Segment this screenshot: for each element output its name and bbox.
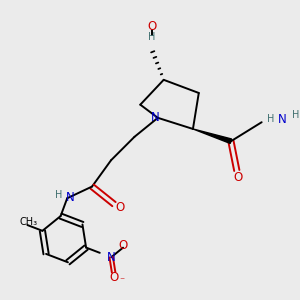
Text: ⁻: ⁻ [119,276,124,286]
Text: O: O [118,239,128,252]
Text: N: N [278,113,287,126]
Polygon shape [193,129,232,143]
Text: N: N [107,251,116,264]
Text: H: H [267,114,274,124]
Text: N: N [151,111,160,124]
Text: H: H [292,110,300,120]
Text: O: O [116,200,125,214]
Text: N: N [66,191,74,204]
Text: H: H [148,32,156,42]
Text: O: O [234,171,243,184]
Text: O: O [110,271,119,284]
Text: O: O [147,20,157,33]
Text: CH₃: CH₃ [19,217,37,227]
Text: H: H [55,190,63,200]
